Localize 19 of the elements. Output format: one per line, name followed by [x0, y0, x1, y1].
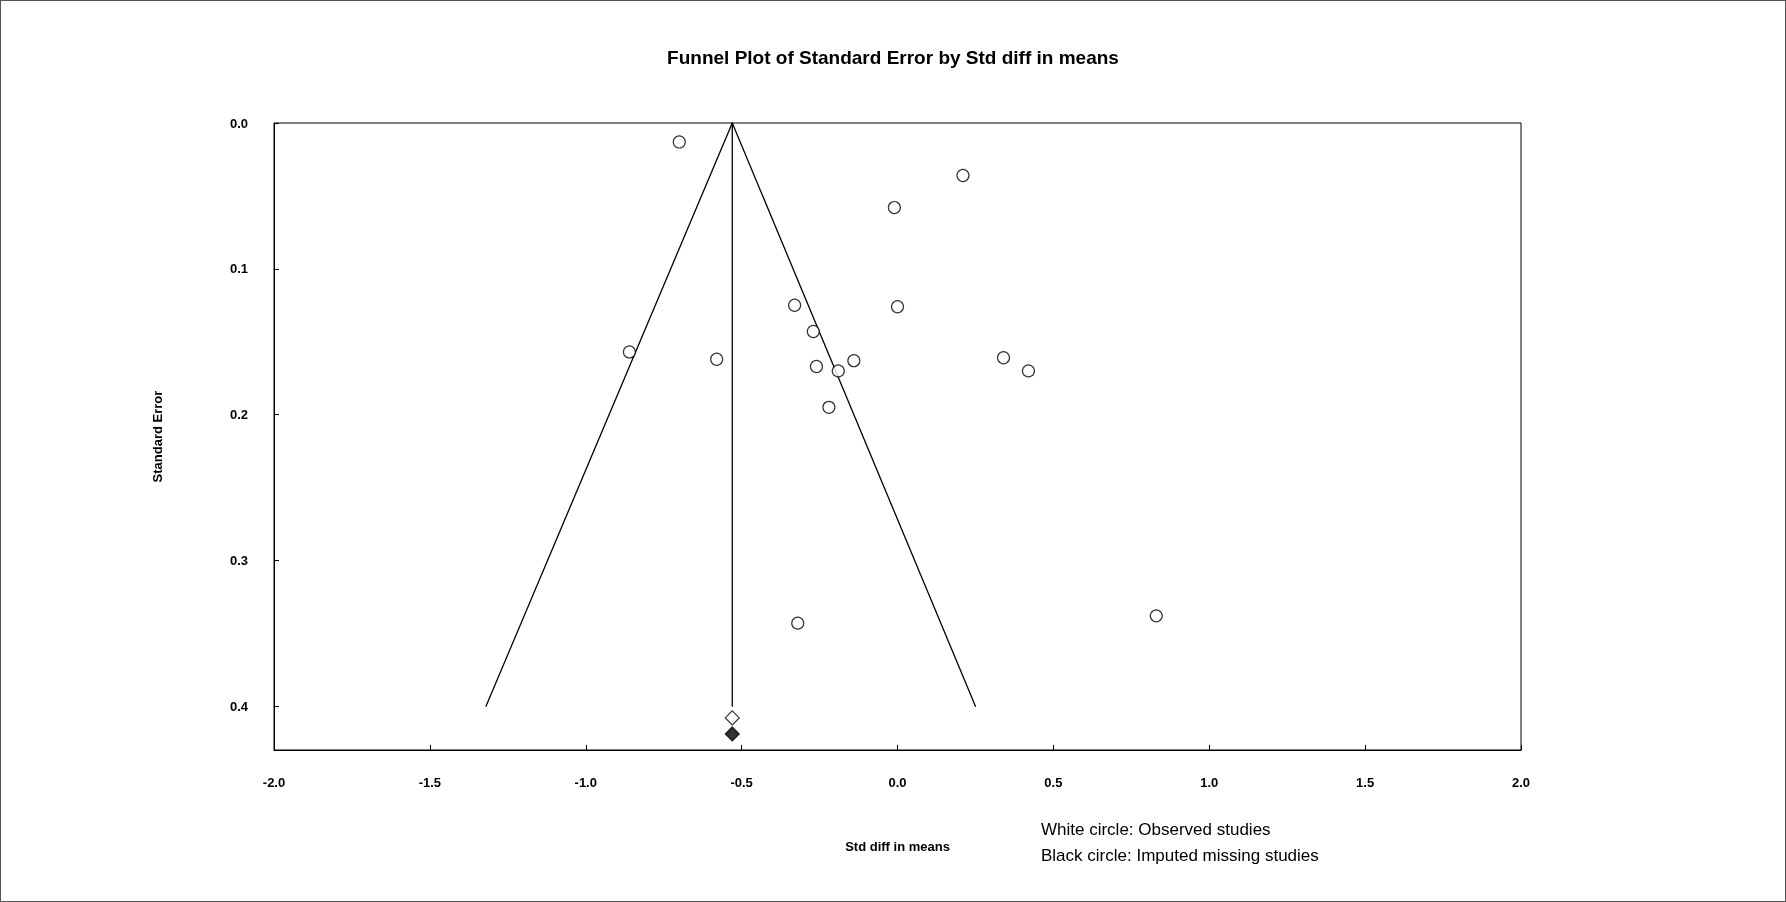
x-tick-label: 0.0	[888, 775, 907, 790]
x-tick-label: 0.5	[1044, 775, 1063, 790]
y-tick-label: 0.0	[229, 115, 248, 131]
x-tick-label: 1.5	[1356, 775, 1375, 790]
x-tick-label: 2.0	[1511, 775, 1531, 790]
x-tick-label: -2.0	[262, 775, 286, 790]
y-tick-label: 0.3	[229, 552, 248, 568]
y-tick-label: 0.2	[229, 407, 248, 423]
y-tick-label: 0.1	[229, 261, 248, 277]
y-axis-title: Standard Error	[150, 390, 165, 483]
chart-title: Funnel Plot of Standard Error by Std diff in means	[667, 47, 1119, 68]
text: White circle: Observed studies	[1041, 820, 1271, 839]
x-tick-label: -0.5	[730, 775, 753, 790]
x-axis-title: Std diff in means	[845, 839, 950, 854]
y-tick-label: 0.4	[229, 698, 249, 714]
x-tick-label: -1.5	[418, 775, 442, 790]
x-tick-label: 1.0	[1200, 775, 1219, 790]
text: Black circle: Imputed missing studies	[1041, 846, 1319, 865]
x-tick-label: -1.0	[574, 775, 597, 790]
